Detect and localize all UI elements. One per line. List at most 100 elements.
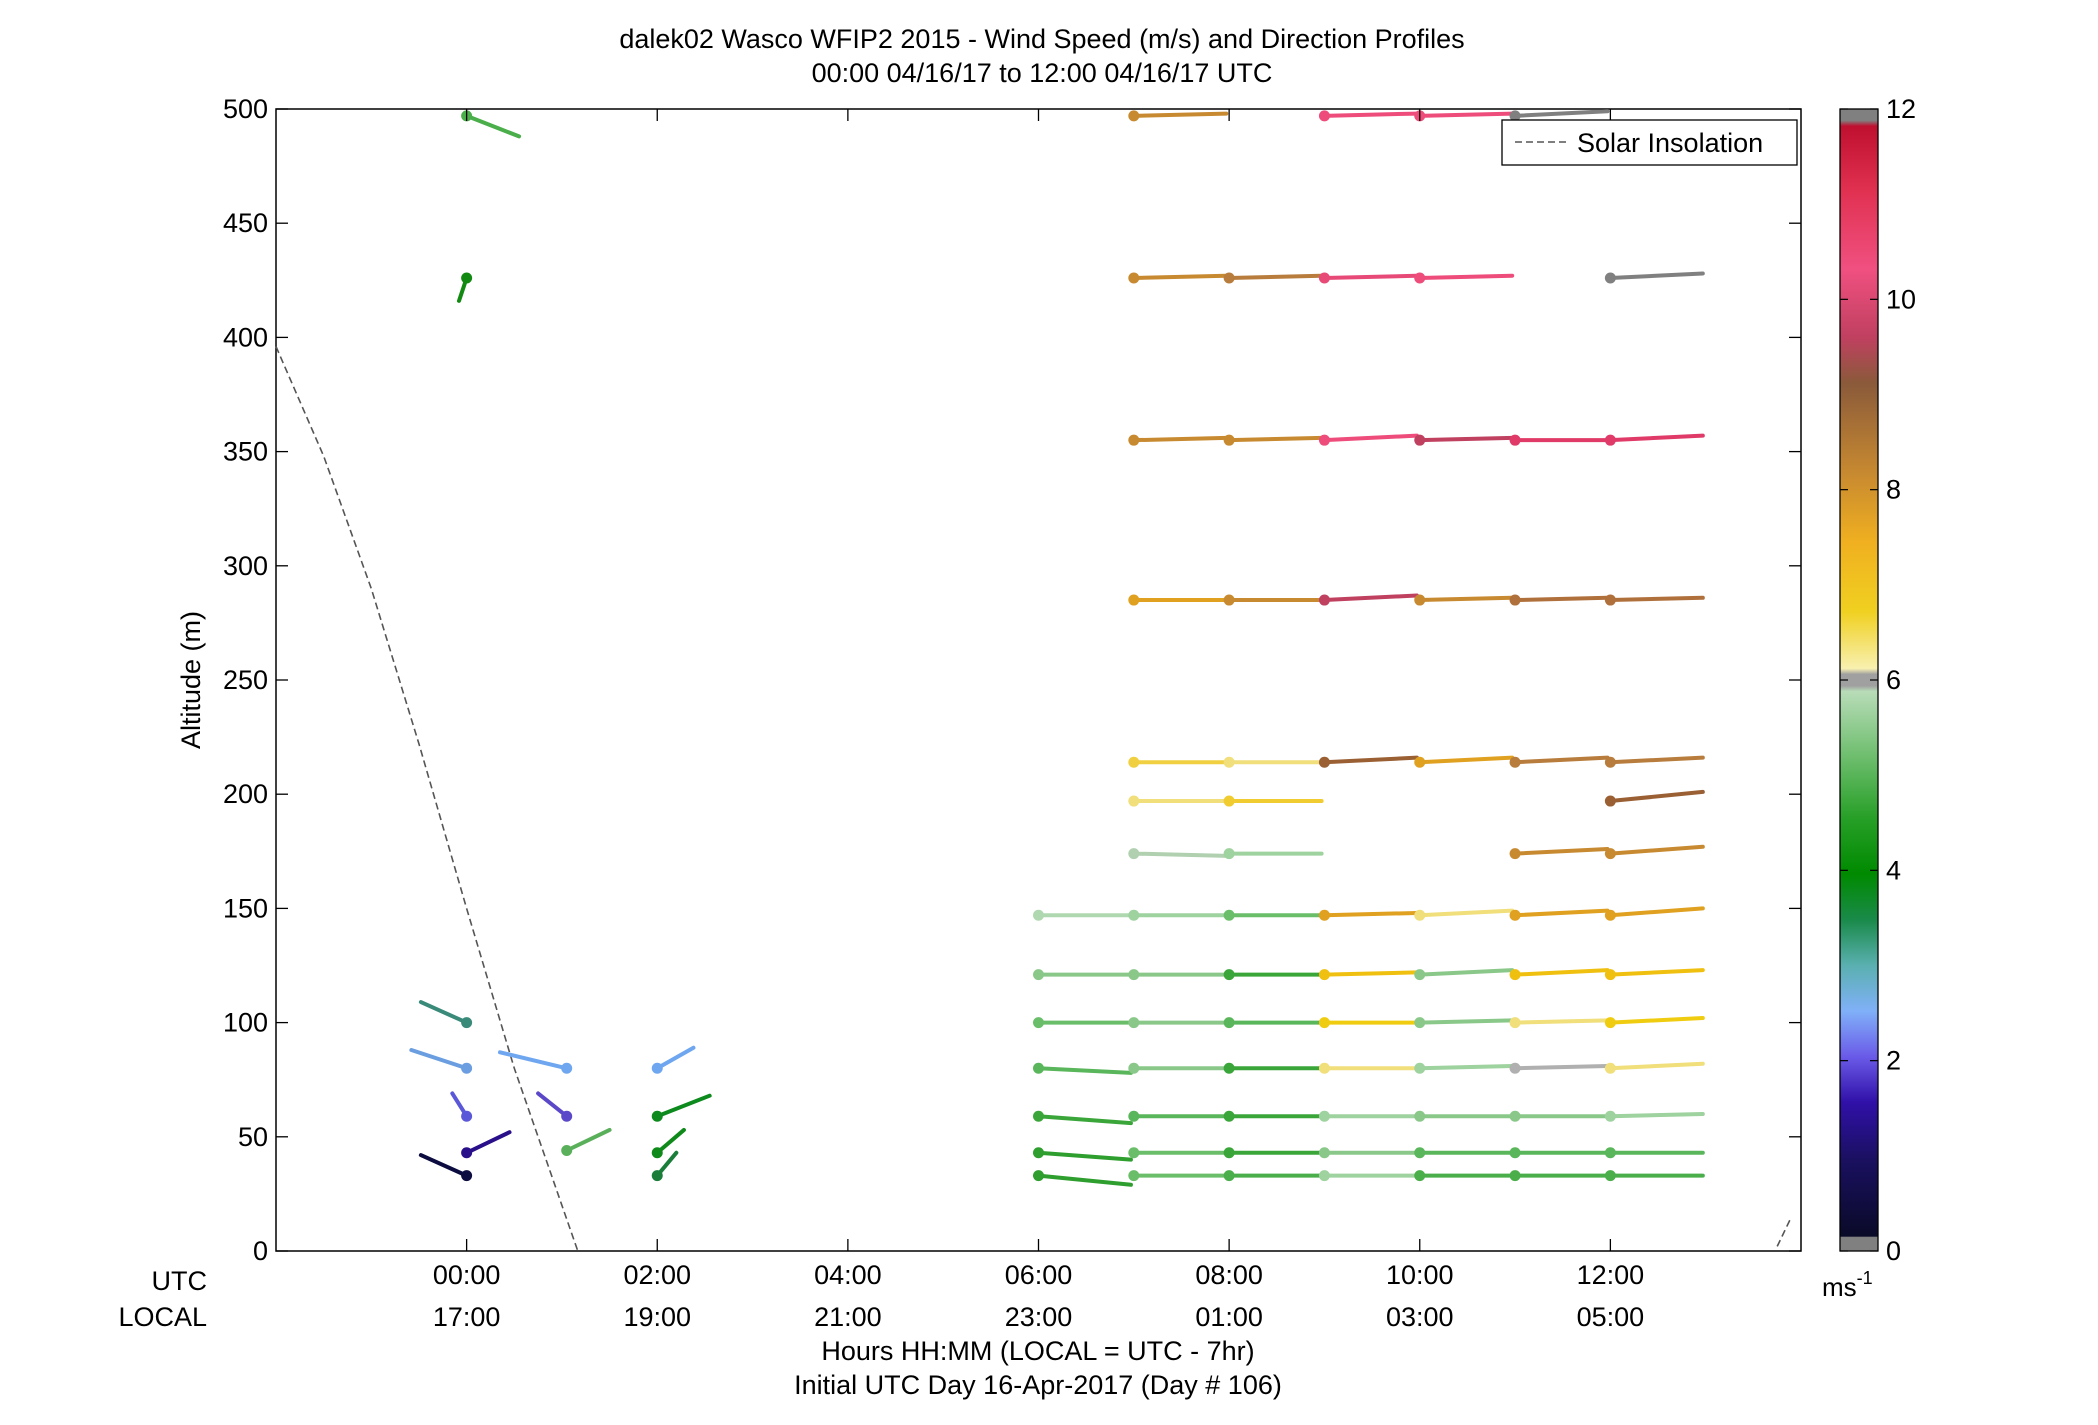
wind-point bbox=[1509, 110, 1521, 122]
wind-barb-point bbox=[461, 1147, 473, 1159]
x-tick-label-utc: 02:00 bbox=[623, 1260, 691, 1290]
wind-point bbox=[1509, 1062, 1521, 1074]
wind-point bbox=[1223, 909, 1235, 921]
wind-point bbox=[1414, 434, 1426, 446]
wind-point bbox=[1033, 1017, 1044, 1029]
x-tick-label-local: 23:00 bbox=[1005, 1302, 1073, 1332]
wind-point bbox=[1509, 1017, 1521, 1029]
y-tick-label: 450 bbox=[223, 208, 268, 238]
wind-point bbox=[1414, 1170, 1426, 1182]
wind-segment bbox=[1036, 1150, 1133, 1162]
wind-point bbox=[1223, 795, 1235, 807]
wind-point bbox=[1604, 848, 1616, 860]
colorbar-tick-label: 10 bbox=[1886, 284, 1916, 314]
wind-point bbox=[1509, 969, 1521, 981]
x-tick-label-local: 03:00 bbox=[1386, 1302, 1454, 1332]
wind-point bbox=[1509, 594, 1521, 606]
wind-barb-point bbox=[461, 1110, 473, 1122]
colorbar-ticks: 0 2 4 6 8 10 12 bbox=[1840, 94, 1916, 1266]
y-tick-label: 400 bbox=[223, 322, 268, 352]
wind-point bbox=[1318, 756, 1330, 768]
wind-segment bbox=[1608, 789, 1705, 804]
colorbar-unit-exp: -1 bbox=[1857, 1268, 1873, 1288]
wind-point bbox=[1604, 1147, 1616, 1159]
wind-point bbox=[1318, 1170, 1330, 1182]
wind-segment bbox=[1322, 273, 1419, 281]
wind-point bbox=[1128, 1062, 1140, 1074]
y-tick-label: 500 bbox=[223, 94, 268, 124]
y-tick-label: 350 bbox=[223, 437, 268, 467]
wind-point bbox=[1128, 110, 1140, 122]
colorbar-tick-label: 6 bbox=[1886, 665, 1901, 695]
wind-barb-point bbox=[561, 1145, 573, 1157]
wind-barb-point bbox=[651, 1170, 663, 1182]
wind-point bbox=[1318, 110, 1330, 122]
y-tick-label: 200 bbox=[223, 779, 268, 809]
wind-point bbox=[1033, 1170, 1044, 1182]
wind-segment bbox=[1036, 1173, 1133, 1187]
wind-segment bbox=[1513, 755, 1610, 765]
colorbar-tick-label: 8 bbox=[1886, 475, 1901, 505]
solar-insolation-curve-end bbox=[1776, 1216, 1793, 1247]
wind-segment bbox=[1417, 273, 1515, 281]
wind-point bbox=[1414, 272, 1426, 284]
wind-barb bbox=[497, 1050, 569, 1071]
wind-point bbox=[1509, 756, 1521, 768]
utc-row-label: UTC bbox=[152, 1266, 208, 1296]
wind-segment bbox=[1608, 1061, 1705, 1071]
wind-point bbox=[1414, 1017, 1426, 1029]
x-tick-label-local: 17:00 bbox=[433, 1302, 501, 1332]
y-tick-label: 0 bbox=[253, 1236, 268, 1266]
wind-point bbox=[1604, 1062, 1616, 1074]
wind-segment bbox=[1322, 593, 1419, 603]
y-axis-label: Altitude (m) bbox=[176, 611, 206, 749]
wind-point bbox=[1604, 756, 1616, 768]
wind-barb-point bbox=[651, 1062, 663, 1074]
wind-segment bbox=[1513, 908, 1610, 918]
wind-segment bbox=[1417, 111, 1515, 118]
wind-point bbox=[1414, 594, 1426, 606]
wind-barb bbox=[564, 1127, 612, 1153]
plot-area bbox=[275, 108, 1802, 1252]
wind-segment bbox=[1608, 1111, 1705, 1119]
x-tick-label-utc: 04:00 bbox=[814, 1260, 882, 1290]
wind-point bbox=[1509, 1110, 1521, 1122]
wind-barb-point bbox=[461, 1017, 473, 1029]
x-axis: 00:00 17:00 02:00 19:00 04:00 21:00 06:00 23:00… bbox=[433, 109, 1644, 1332]
local-row-label: LOCAL bbox=[118, 1302, 207, 1332]
wind-point bbox=[1128, 969, 1140, 981]
wind-point bbox=[1604, 1170, 1616, 1182]
wind-segment bbox=[1417, 1063, 1515, 1071]
wind-segment bbox=[1322, 433, 1419, 443]
x-tick-label-local: 05:00 bbox=[1577, 1302, 1645, 1332]
wind-point bbox=[1033, 1062, 1044, 1074]
wind-point bbox=[1604, 969, 1616, 981]
wind-point bbox=[1223, 969, 1235, 981]
wind-barb bbox=[464, 1130, 512, 1155]
wind-segment bbox=[1322, 910, 1419, 918]
x-axis-label-2: Initial UTC Day 16-Apr-2017 (Day # 106) bbox=[794, 1370, 1282, 1400]
wind-segment bbox=[1227, 435, 1324, 443]
x-tick-label-utc: 08:00 bbox=[1195, 1260, 1263, 1290]
y-tick-label: 150 bbox=[223, 893, 268, 923]
wind-segment bbox=[1608, 844, 1705, 856]
wind-segment bbox=[1417, 908, 1515, 918]
wind-barb bbox=[536, 1091, 569, 1119]
x-tick-label-utc: 06:00 bbox=[1005, 1260, 1073, 1290]
colorbar-unit-base: ms bbox=[1822, 1272, 1857, 1302]
wind-point bbox=[1128, 1110, 1140, 1122]
wind-segment bbox=[1608, 1016, 1705, 1025]
x-tick-label-utc: 12:00 bbox=[1577, 1260, 1645, 1290]
wind-point bbox=[1128, 1017, 1140, 1029]
y-tick-label: 50 bbox=[238, 1122, 268, 1152]
wind-point bbox=[1128, 756, 1140, 768]
wind-point bbox=[1128, 1170, 1140, 1182]
wind-point bbox=[1128, 272, 1140, 284]
chart-title: dalek02 Wasco WFIP2 2015 - Wind Speed (m… bbox=[619, 24, 1464, 54]
wind-point bbox=[1509, 434, 1521, 446]
wind-point bbox=[1223, 1147, 1235, 1159]
solar-insolation-curve bbox=[275, 346, 579, 1252]
wind-point bbox=[1509, 1170, 1521, 1182]
wind-point bbox=[1033, 969, 1044, 981]
